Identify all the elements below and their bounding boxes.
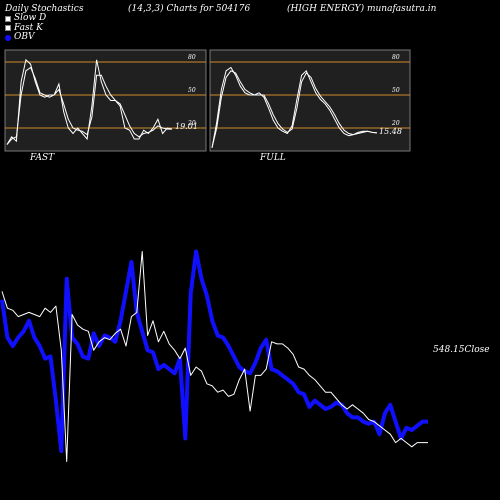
fast-level-label-20: 20 xyxy=(187,120,196,127)
full-series-line-2 xyxy=(211,70,378,148)
close-value-label: 548.15Close xyxy=(433,345,490,355)
full-level-label-80: 80 xyxy=(392,54,400,61)
full-level-label-20: 20 xyxy=(391,120,400,127)
obv-swatch xyxy=(5,34,11,41)
company-name: (HIGH ENERGY) munafasutra.in xyxy=(287,4,437,14)
chart-title: Daily Stochastics xyxy=(5,4,84,14)
fast-level-label-80: 80 xyxy=(188,54,196,61)
legend-item-slow-d: Slow D xyxy=(5,13,46,24)
fast-level-label-50: 50 xyxy=(188,87,196,94)
legend-item-obv: OBV xyxy=(5,32,46,43)
legend: Slow D Fast K OBV xyxy=(5,13,46,43)
fast-series-line-2 xyxy=(6,66,172,145)
chart-params: (14,3,3) Charts for 504176 xyxy=(128,4,251,14)
fast-k-swatch xyxy=(5,25,11,32)
fast-last-value: 19.01 xyxy=(175,122,198,131)
full-level-label-50: 50 xyxy=(392,87,400,94)
obv-line xyxy=(0,249,428,453)
fast-panel xyxy=(4,49,207,152)
legend-item-fast-k: Fast K xyxy=(5,23,46,34)
fast-panel-title: FAST xyxy=(29,153,55,163)
full-series-line-1 xyxy=(211,66,378,148)
fast-series-line-1 xyxy=(6,58,173,145)
price-line xyxy=(1,251,428,462)
full-panel-title: FULL xyxy=(259,153,286,163)
full-panel xyxy=(209,49,411,152)
slow-d-swatch xyxy=(5,15,11,22)
full-last-value: 15.48 xyxy=(379,127,402,136)
